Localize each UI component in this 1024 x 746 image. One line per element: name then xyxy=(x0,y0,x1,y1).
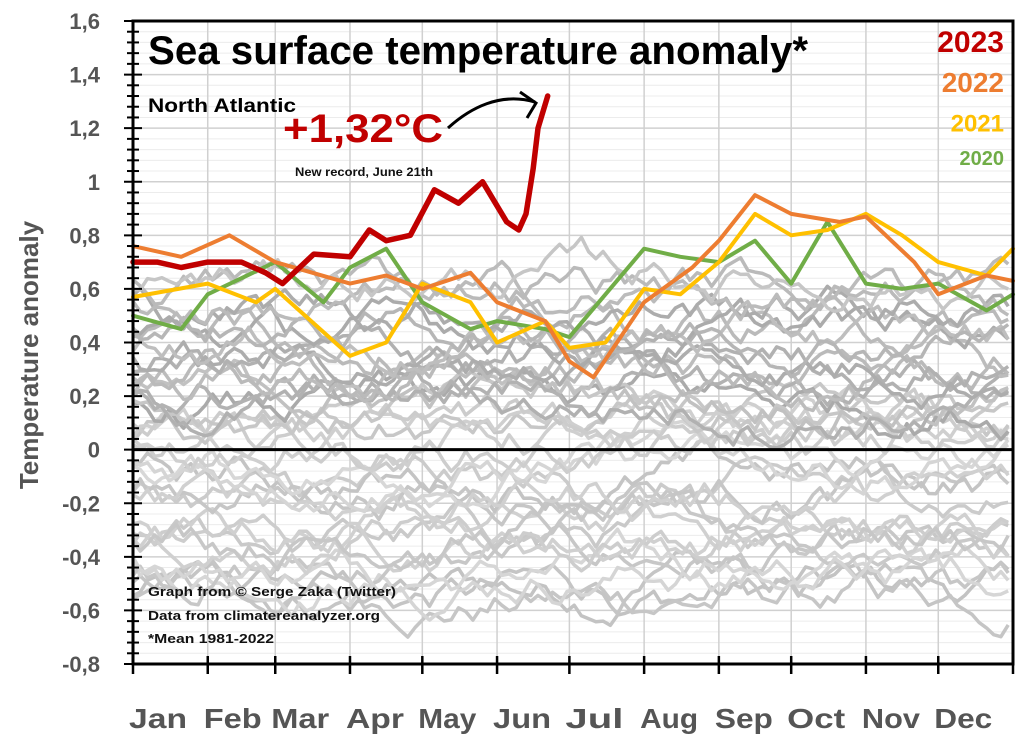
historical-line xyxy=(132,434,1010,514)
x-tick-label-oct: Oct xyxy=(787,703,845,734)
historical-line xyxy=(132,430,1010,509)
historical-line xyxy=(131,389,1010,473)
series-line-2023 xyxy=(130,93,551,287)
series-line-2022 xyxy=(131,193,1015,380)
series-line-2021 xyxy=(131,211,1015,358)
y-tick-label: -0,4 xyxy=(62,545,101,570)
y-tick-label: 0,6 xyxy=(69,277,100,302)
y-tick-label: 0,4 xyxy=(69,331,100,356)
x-tick-label-mar: Mar xyxy=(271,703,329,734)
highlighted-series xyxy=(130,93,1015,380)
historical-line xyxy=(131,458,1010,527)
historical-line xyxy=(131,507,1009,573)
historical-line xyxy=(132,325,1010,393)
historical-line xyxy=(131,306,1010,379)
x-axis-tick-labels: Jan Feb Mar Apr May Jun Jul Aug Sep Oct Nov Dec xyxy=(129,703,992,734)
credit-author: Graph from © Serge Zaka (Twitter) xyxy=(148,584,396,599)
legend-item-2021: 2021 xyxy=(951,111,1004,138)
series-line-2020 xyxy=(131,219,1015,340)
y-tick-label: 1,2 xyxy=(69,116,100,141)
historical-series xyxy=(131,235,1010,639)
historical-line xyxy=(131,348,1010,403)
x-tick-label-nov: Nov xyxy=(862,703,920,734)
record-value-annotation: +1,32°C xyxy=(283,107,443,151)
historical-line xyxy=(131,358,1009,440)
x-tick-label-apr: Apr xyxy=(346,703,404,734)
x-tick-label-jun: Jun xyxy=(493,703,551,734)
x-tick-label-jul: Jul xyxy=(565,703,623,734)
y-axis-tick-labels: 1,6 1,4 1,2 1 0,8 0,6 0,4 0,2 0 -0,2 -0,4 -0,6 -0,8 xyxy=(62,9,101,677)
x-tick-label-sep: Sep xyxy=(715,703,773,734)
y-tick-label: 0,8 xyxy=(69,223,100,248)
y-tick-label: -0,6 xyxy=(62,598,100,623)
credit-baseline: *Mean 1981-2022 xyxy=(148,631,274,646)
credit-data-source: Data from climatereanalyzer.org xyxy=(148,608,380,623)
historical-line xyxy=(132,492,1009,576)
chart-subtitle: North Atlantic xyxy=(148,96,297,117)
historical-line xyxy=(132,295,1009,381)
x-tick-label-may: May xyxy=(418,703,476,734)
arrow-icon xyxy=(446,97,536,130)
x-tick-label-feb: Feb xyxy=(204,703,262,734)
chart-title: Sea surface temperature anomaly* xyxy=(148,29,808,73)
arrowhead-icon xyxy=(519,90,539,119)
y-axis-ticks xyxy=(124,20,142,665)
legend: 2023 2022 2021 2020 xyxy=(937,26,1004,170)
historical-line xyxy=(131,385,1009,474)
historical-line xyxy=(132,419,1010,514)
y-tick-label: -0,8 xyxy=(62,652,100,677)
historical-line xyxy=(131,387,1009,456)
y-axis-label: Temperature anomaly xyxy=(14,220,44,489)
y-tick-label: 1,6 xyxy=(69,9,100,34)
y-tick-label: 1,4 xyxy=(69,63,100,88)
legend-item-2023: 2023 xyxy=(937,26,1004,59)
legend-item-2022: 2022 xyxy=(942,67,1004,98)
record-note-annotation: New record, June 21th xyxy=(295,165,433,179)
x-tick-label-jan: Jan xyxy=(129,703,187,734)
y-tick-label: 1 xyxy=(88,170,100,195)
historical-line xyxy=(131,259,1010,326)
x-tick-label-aug: Aug xyxy=(640,703,698,734)
legend-item-2020: 2020 xyxy=(960,148,1005,170)
y-tick-label: -0,2 xyxy=(62,491,100,516)
x-axis-ticks xyxy=(131,656,1015,674)
historical-line xyxy=(132,463,1010,527)
y-tick-label: 0 xyxy=(88,438,100,463)
historical-line xyxy=(131,544,1010,622)
x-tick-label-dec: Dec xyxy=(934,703,992,734)
y-tick-label: 0,2 xyxy=(69,384,100,409)
historical-line xyxy=(131,371,1009,450)
